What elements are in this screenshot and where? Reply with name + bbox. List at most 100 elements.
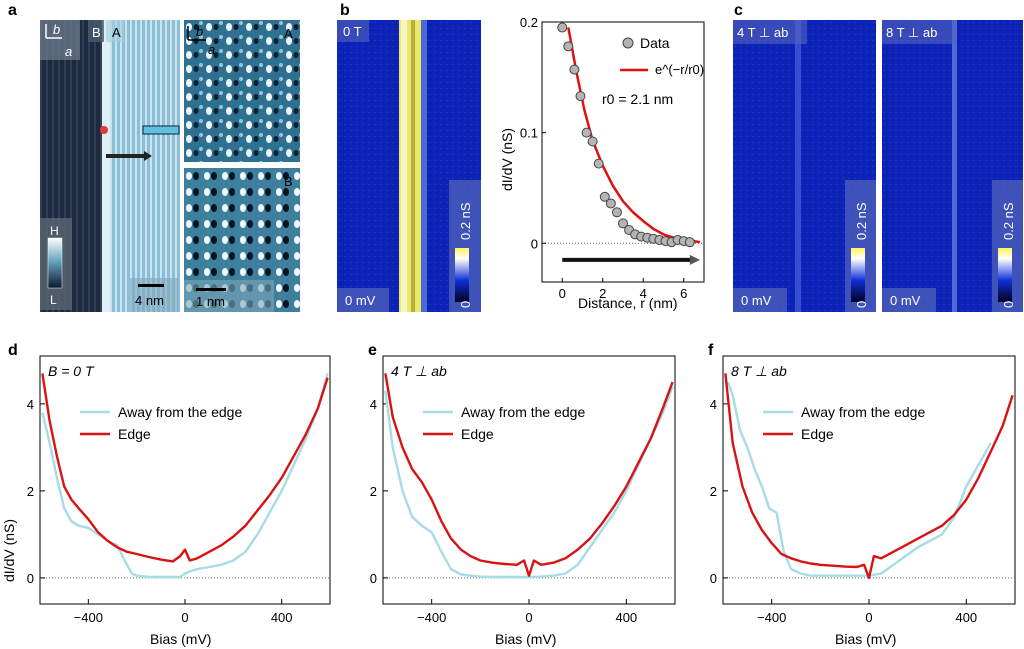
spectra-e-xtick-label: 0 [525,610,532,625]
map-8T-cbar-max: 0.2 nS [1001,202,1016,240]
panel-label-f: f [708,342,714,359]
decay-ytick-label: 0.1 [520,126,538,141]
inset-bottom-region-label: B [284,174,293,189]
spectra-chart-e: Bias (mV) −400 0 400 0 2 4 4 T ⊥ ab Away from t… [370,355,676,647]
map-4T-field-label: 4 T ⊥ ab [737,25,788,40]
decay-ytick-label: 0 [531,236,538,251]
map-b-cbar-max: 0.2 nS [458,202,473,240]
colorbar-high-label: H [50,224,59,238]
decay-annotation: r0 = 2.1 nm [602,91,673,107]
spectra-chart-f: Bias (mV) −400 0 400 0 2 4 8 T ⊥ ab Away from t… [710,355,1016,647]
spectra-d-away-curve [41,373,329,579]
inset-axis-b: b [196,24,203,39]
spectra-e-ytick-label: 0 [370,571,377,586]
decay-data-point [593,158,604,169]
stm-inset-top: b a A [184,20,300,162]
spectra-e-edge-curve [384,373,674,577]
decay-chart: Distance, r (nm) dI/dV (nS) Data e^(−r/r… [499,15,705,311]
spectra-e-away-curve [384,386,674,579]
map-b-cbar-min: 0 [458,301,473,308]
spectra-d-legend-edge-label: Edge [118,426,151,442]
spectra-f-annotation: 8 T ⊥ ab [731,363,787,379]
panel-label-e: e [368,342,377,359]
spectra-d-annotation: B = 0 T [48,363,95,379]
didv-map-0T-image: 0 T 0 mV 0.2 nS 0 [337,20,481,312]
decay-data-point [575,91,586,102]
spectra-d-xtick-label: 0 [181,610,188,625]
scalebar-main-label: 4 nm [135,293,164,308]
colorbar-low-label: L [50,293,57,307]
spectra-f-xlabel: Bias (mV) [835,631,896,647]
spectra-e-legend-away-label: Away from the edge [461,404,585,420]
panel-label-d: d [8,342,18,359]
stm-region-b-label: B [92,25,101,40]
decay-data-point [587,136,598,147]
decay-arrow-head [689,254,700,265]
inset-axis-a: a [208,42,215,57]
spectra-e-xtick-label: 400 [615,610,637,625]
spectra-d-legend-away-label: Away from the edge [118,404,242,420]
spectra-e-xtick-label: −400 [417,610,446,625]
didv-map-4T-image: 4 T ⊥ ab 0 mV 0.2 nS 0 [733,20,876,312]
stm-inset-bottom: 1 nm B [184,168,300,312]
didv-map-4T: 4 T ⊥ ab 0 mV 0.2 nS 0 [733,20,876,312]
didv-map-0T: 0 T 0 mV 0.2 nS 0 [337,20,481,312]
legend-fit-label: e^(−r/r0) [655,62,704,77]
spectra-d-xtick-label: 400 [271,610,293,625]
panel-label-c: c [734,2,743,19]
map-4T-cbar-max: 0.2 nS [854,202,869,240]
decay-data-point [599,191,610,202]
decay-data-point [684,237,695,248]
decay-xtick-label: 2 [599,286,606,301]
spectra-d-xlabel: Bias (mV) [150,631,211,647]
stm-inset-bottom-image: 1 nm B [184,168,300,312]
stm-axis-a: a [65,44,72,59]
spectra-e-ytick-label: 2 [370,484,377,499]
stm-region-a-label: A [112,25,121,40]
map-b-field-label: 0 T [343,24,362,39]
spectra-d-ytick-label: 4 [27,397,34,412]
didv-map-8T: 8 T ⊥ ab 0 mV 0.2 nS 0 [882,20,1023,312]
spectra-f-xtick-label: 0 [865,610,872,625]
map-8T-cbar-min: 0 [1001,301,1016,308]
stm-topography-main: b a B A H L 4 nm [40,20,180,312]
spectra-chart-d: dI/dV (nS) Bias (mV) −400 0 400 0 2 4 B = 0 T A… [1,355,331,647]
decay-data-point [563,41,574,52]
map-4T-bias-label: 0 mV [741,293,772,308]
spectra-f-legend-away-label: Away from the edge [801,404,925,420]
spectra-d-ylabel: dI/dV (nS) [1,519,17,582]
spectra-f-ytick-label: 4 [710,397,717,412]
decay-ylabel: dI/dV (nS) [499,128,515,191]
spectra-e-annotation: 4 T ⊥ ab [391,363,447,379]
spectra-f-away-curve [726,381,992,577]
spectra-f-legend-edge-label: Edge [801,426,834,442]
spectra-e-xlabel: Bias (mV) [495,631,556,647]
stm-topography-image: b a B A H L 4 nm [40,20,180,312]
decay-data-point [611,207,622,218]
decay-xtick-label: 4 [640,286,647,301]
didv-map-8T-image: 8 T ⊥ ab 0 mV 0.2 nS 0 [882,20,1023,312]
spectra-e-legend-edge-label: Edge [461,426,494,442]
spectra-d-ytick-label: 0 [27,571,34,586]
inset-top-region-label: A [284,26,293,41]
decay-xtick-label: 6 [680,286,687,301]
stm-inset-top-image: b a A [184,20,300,162]
spectra-e-ytick-label: 4 [370,397,377,412]
map-4T-cbar-min: 0 [854,301,869,308]
decay-xlabel: Distance, r (nm) [578,295,678,311]
legend-data-marker [622,37,634,49]
map-8T-bias-label: 0 mV [890,293,921,308]
map-b-bias-label: 0 mV [345,293,376,308]
stm-axis-b: b [53,22,60,37]
decay-plot-frame [541,21,705,283]
spectra-d-edge-curve [41,373,329,563]
panel-label-a: a [8,2,17,19]
legend-data-label: Data [640,35,670,51]
panel-label-b: b [340,2,350,19]
decay-data-point [557,22,568,33]
spectra-d-ytick-label: 2 [27,484,34,499]
scalebar-inset-label: 1 nm [196,294,225,309]
spectra-f-xtick-label: −400 [757,610,786,625]
spectra-f-ytick-label: 0 [710,571,717,586]
decay-data-point [618,218,628,229]
